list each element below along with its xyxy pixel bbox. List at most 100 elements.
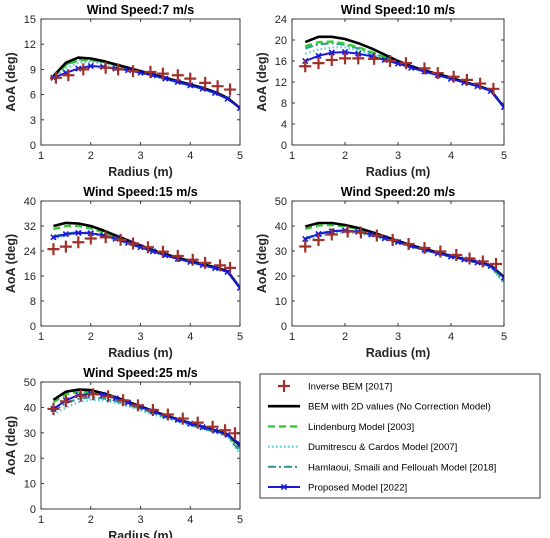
inverse-bem-point [418, 242, 431, 254]
proposed-model-point [236, 284, 240, 292]
inverse-bem-point [77, 63, 90, 76]
inverse-bem-point [312, 234, 325, 246]
series-group [47, 221, 240, 292]
inverse-bem-point [114, 233, 127, 246]
inverse-bem-point [144, 65, 157, 78]
y-axis-label: AoA (deg) [255, 52, 269, 111]
inverse-bem-point [199, 76, 212, 89]
inverse-bem-point [102, 390, 115, 403]
chart-panel-3: 1 2 3 4 5 0 8 16 24 32 40 Wind Speed:15 m/s Radius (… [4, 185, 243, 360]
y-tick-label: 6 [30, 90, 36, 102]
x-tick-label: 2 [342, 331, 348, 343]
y-tick-label: 15 [24, 14, 36, 26]
inverse-bem-point [191, 416, 204, 429]
proposed-model-point [62, 230, 70, 238]
proposed-model-point [328, 49, 335, 56]
inverse-bem-point [402, 238, 415, 250]
inverse-bem-point [99, 231, 112, 244]
inverse-bem-point [341, 225, 354, 238]
proposed-model-point [500, 104, 504, 111]
lind-series-line [52, 390, 240, 449]
y-tick-label: 16 [275, 56, 287, 68]
proposed-model-point [315, 52, 322, 59]
x-tick-label: 5 [501, 150, 507, 162]
x-tick-label: 2 [88, 331, 94, 343]
chart-title: Wind Speed:25 m/s [83, 366, 198, 380]
inverse-bem-point [431, 67, 444, 80]
inverse-bem-point [368, 52, 381, 65]
x-axis-label: Radius (m) [366, 165, 431, 179]
inverse-bem-point [112, 63, 125, 76]
x-tick-label: 3 [395, 150, 401, 162]
inverse-bem-point [418, 62, 431, 75]
x-tick-label: 4 [448, 331, 454, 343]
inverse-bem-point [206, 420, 219, 433]
y-tick-label: 4 [281, 119, 287, 131]
inverse-bem-point [47, 402, 60, 415]
inverse-bem-point [354, 226, 367, 239]
series-group [299, 221, 504, 285]
y-tick-label: 8 [30, 296, 36, 308]
inverse-bem-point [199, 256, 212, 269]
inverse-bem-point [399, 57, 412, 70]
inverse-bem-point [229, 427, 240, 440]
inverse-bem-point [47, 243, 60, 256]
inverse-bem-point [171, 69, 184, 82]
x-tick-label: 2 [88, 514, 94, 526]
proposed-model-point [302, 235, 309, 243]
legend-entry-label: Inverse BEM [2017] [308, 382, 392, 393]
x-tick-label: 5 [237, 331, 243, 343]
proposed-model-point [236, 440, 240, 448]
x-axis-label: Radius (m) [108, 346, 173, 360]
inverse-bem-point [463, 252, 476, 265]
inverse-bem-point [211, 80, 224, 93]
inverse-bem-point [299, 240, 312, 253]
series-group [49, 56, 240, 112]
x-tick-label: 1 [289, 150, 295, 162]
y-tick-label: 10 [24, 479, 36, 491]
x-tick-label: 3 [395, 331, 401, 343]
inverse-bem-point [299, 60, 312, 73]
inverse-bem-point [176, 412, 189, 425]
proposed-model-point [236, 104, 240, 112]
inverse-bem-point [127, 65, 140, 78]
x-tick-label: 3 [137, 514, 143, 526]
y-tick-label: 30 [24, 428, 36, 440]
inverse-bem-point [460, 73, 473, 86]
inverse-bem-point [450, 249, 463, 261]
y-tick-label: 16 [24, 271, 36, 283]
y-tick-label: 0 [30, 140, 36, 152]
x-tick-label: 4 [448, 150, 454, 162]
x-tick-label: 2 [342, 150, 348, 162]
y-tick-label: 40 [24, 196, 36, 208]
inverse-bem-point [146, 403, 159, 416]
prop-series-line [53, 65, 240, 109]
inverse-bem-point [156, 67, 169, 80]
inverse-bem-point [487, 82, 500, 95]
chart-title: Wind Speed:10 m/s [341, 3, 456, 17]
y-tick-label: 8 [281, 98, 287, 110]
legend-entry-label: BEM with 2D values (No Correction Model) [308, 402, 491, 413]
inverse-bem-point [434, 245, 447, 258]
x-tick-label: 5 [501, 331, 507, 343]
legend: Inverse BEM [2017] BEM with 2D values (No… [259, 373, 541, 499]
inverse-bem-point [476, 255, 489, 268]
y-tick-label: 20 [24, 453, 36, 465]
legend-entry-label: Dumitrescu & Cardos Model [2007] [308, 442, 457, 453]
proposed-model-point [137, 244, 144, 251]
inverse-bem-point [59, 240, 72, 253]
inverse-bem-point [99, 61, 112, 74]
proposed-model-point [199, 424, 206, 431]
y-tick-label: 30 [275, 246, 287, 258]
prop-series-line [52, 392, 240, 445]
inverse-bem-point [161, 408, 174, 421]
inverse-bem-point [84, 232, 97, 245]
prop-series-line [304, 51, 504, 108]
plot-area [41, 382, 240, 509]
y-tick-label: 9 [30, 64, 36, 76]
prop-series-line [53, 231, 240, 289]
proposed-model-point [149, 248, 157, 255]
legend-proposed-marker [280, 483, 288, 491]
